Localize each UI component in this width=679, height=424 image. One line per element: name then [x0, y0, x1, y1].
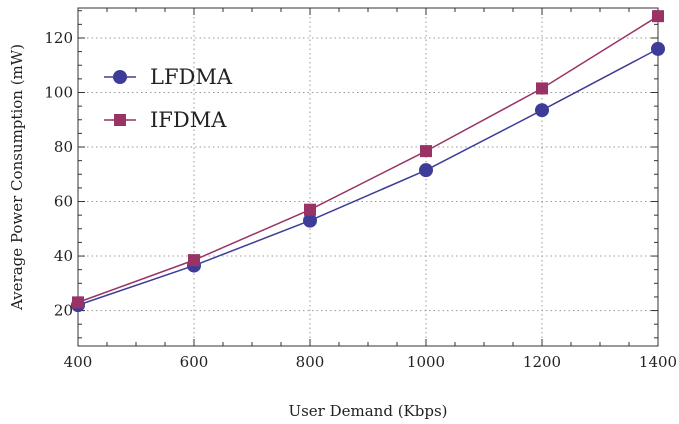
- legend-marker: [114, 114, 126, 126]
- y-axis-label: Average Power Consumption (mW): [8, 44, 26, 311]
- x-tick-label: 400: [64, 353, 93, 371]
- legend-item-ifdma: IFDMA: [104, 108, 227, 132]
- axis-ticks: 400 600 800 1000 1200 1400 20 40 60 80 100 120: [44, 8, 677, 371]
- plot-frame: [77, 7, 659, 347]
- y-tick-label: 60: [54, 193, 73, 211]
- x-tick-label: 600: [180, 353, 209, 371]
- grid: [77, 8, 659, 346]
- legend-label: LFDMA: [150, 65, 233, 89]
- data-point: [419, 163, 433, 178]
- legend-label: IFDMA: [150, 108, 227, 132]
- x-tick-label: 800: [296, 353, 325, 371]
- data-point: [304, 203, 316, 216]
- data-point: [303, 213, 317, 228]
- data-point: [420, 145, 432, 158]
- x-tick-label: 1200: [523, 353, 561, 371]
- series-line: [77, 15, 659, 304]
- data-point: [536, 82, 548, 95]
- series-line: [77, 48, 659, 306]
- series: [71, 10, 665, 313]
- data-point: [652, 10, 664, 23]
- legend-item-lfdma: LFDMA: [104, 65, 233, 89]
- y-tick-label: 40: [54, 247, 73, 265]
- legend-marker: [113, 70, 127, 84]
- x-tick-label: 1000: [407, 353, 445, 371]
- data-point: [188, 254, 200, 267]
- series-ifdma: [72, 10, 664, 309]
- data-point: [535, 103, 549, 118]
- legend: LFDMA IFDMA: [104, 65, 233, 132]
- y-tick-label: 120: [44, 29, 73, 47]
- y-tick-label: 20: [54, 302, 73, 320]
- y-tick-label: 100: [44, 84, 73, 102]
- y-tick-label: 80: [54, 138, 73, 156]
- x-tick-label: 1400: [639, 353, 677, 371]
- x-axis-label: User Demand (Kbps): [288, 402, 447, 420]
- data-point: [651, 41, 665, 56]
- data-point: [72, 296, 84, 309]
